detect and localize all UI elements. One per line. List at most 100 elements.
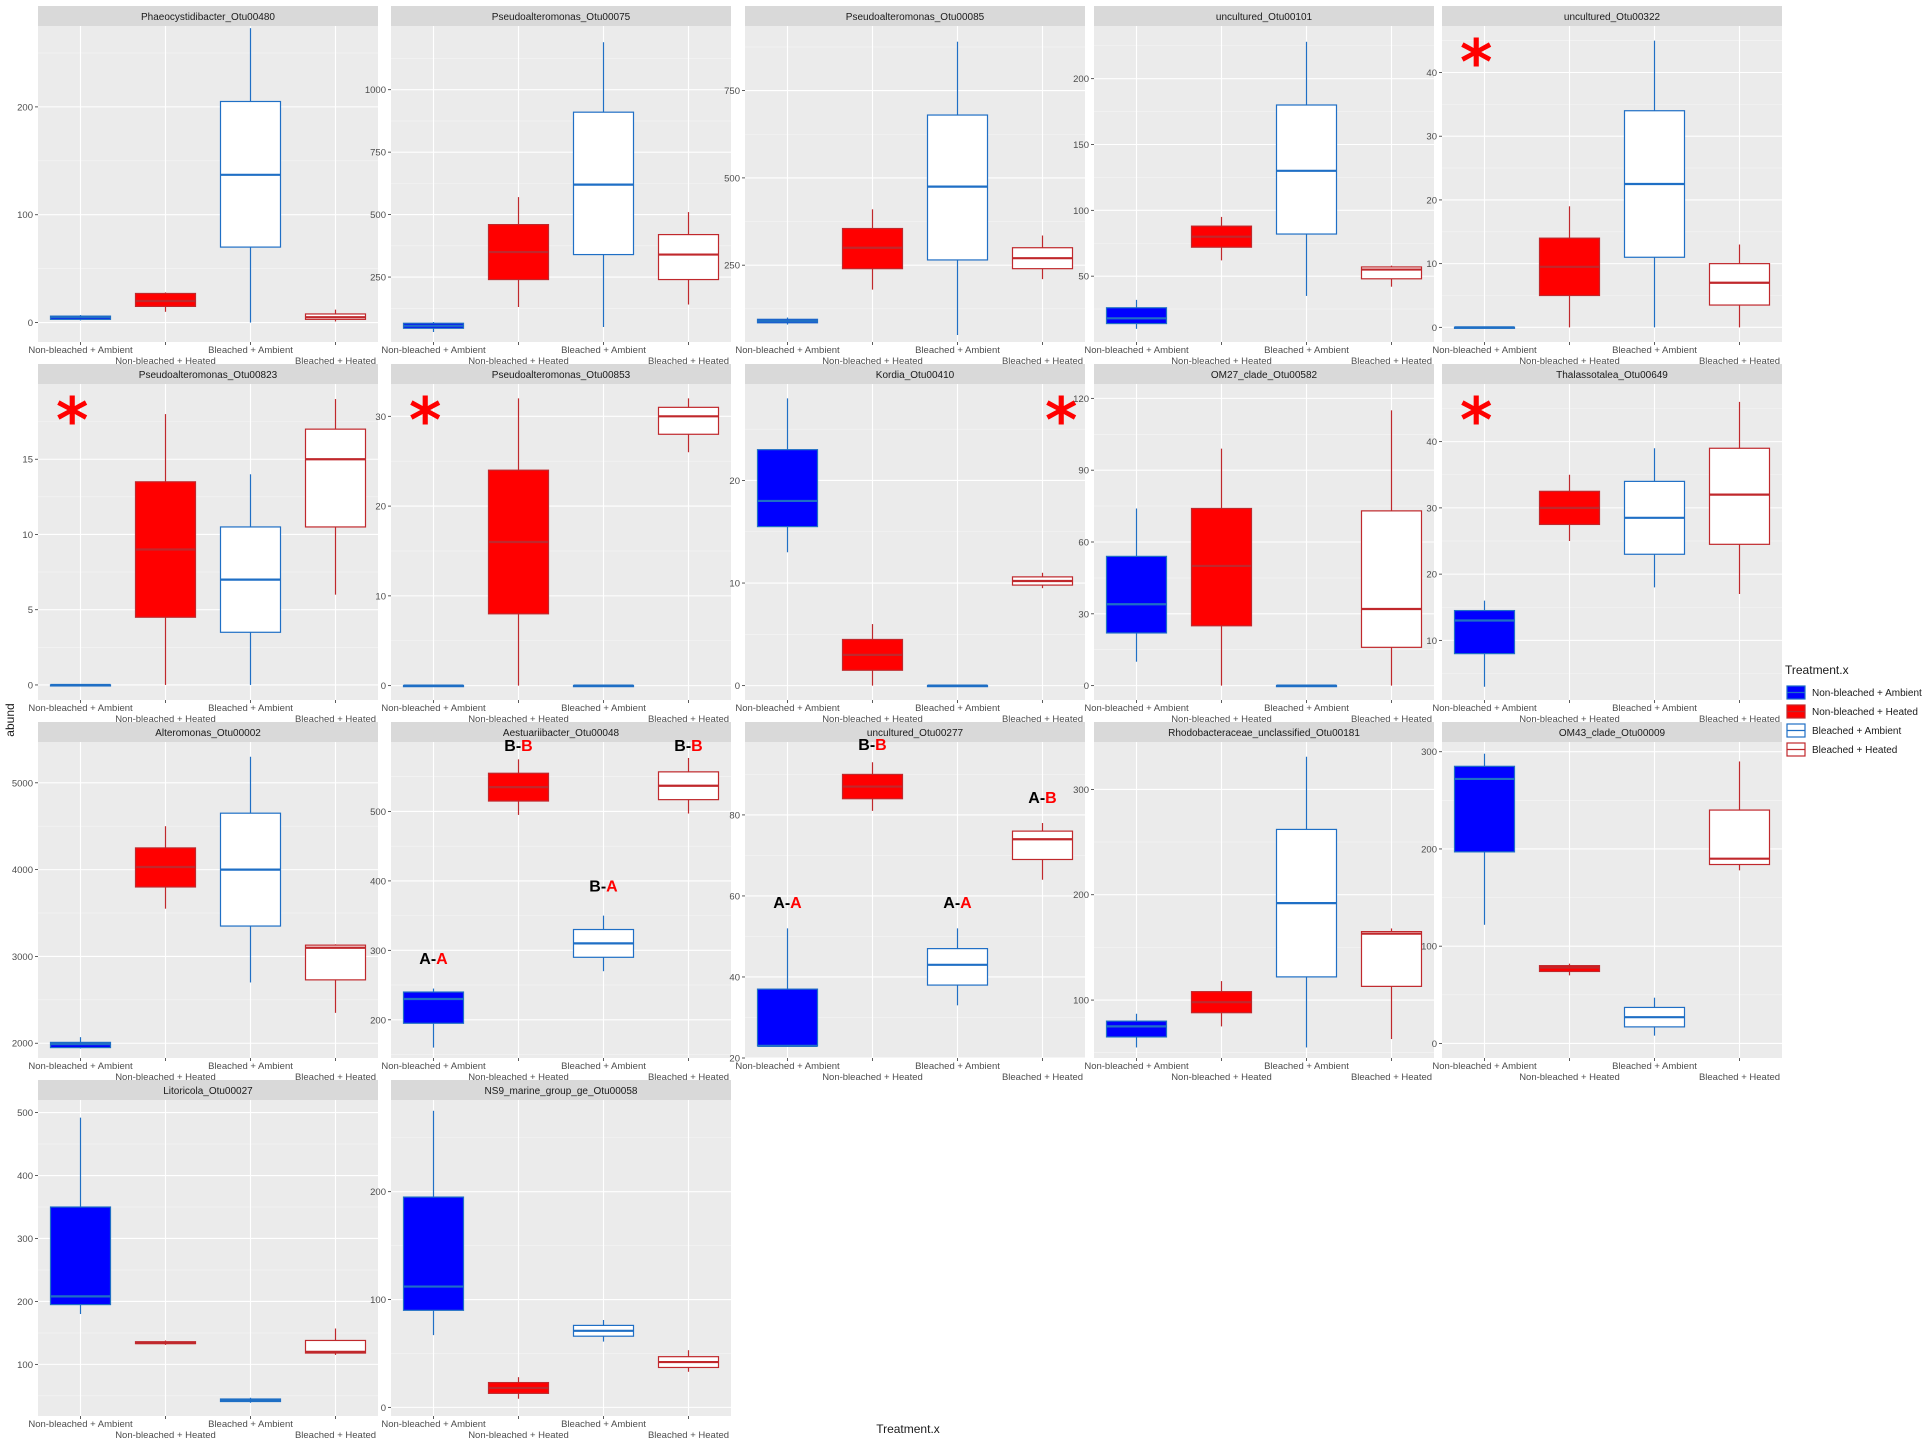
legend-label-non-bleached-heated: Non-bleached + Heated: [1812, 707, 1918, 718]
box-non-bleached-ambient: [402, 322, 465, 333]
x-tick-label: Bleached + Ambient: [1264, 345, 1349, 356]
facet-strip: [38, 364, 378, 384]
group-letters: B-B: [858, 737, 886, 754]
box-bleached-heated: [304, 1328, 367, 1355]
x-tick-label: Bleached + Heated: [295, 714, 376, 725]
box-body: [304, 428, 367, 528]
y-tick-label: 750: [724, 86, 740, 97]
box-bleached-heated: [657, 212, 720, 305]
y-tick-label: 120: [1073, 394, 1089, 405]
group-letters: B-A: [589, 878, 618, 895]
facet-title: Pseudoalteromonas_Otu00075: [492, 12, 631, 23]
box-non-bleached-heated: [1538, 474, 1601, 542]
x-tick-label: Non-bleached + Ambient: [1084, 703, 1189, 714]
facet-thalassotalea-otu00649: Thalassotalea_Otu00649 10 20 30 40 Non-bleach…: [1426, 364, 1782, 725]
panel-background: [38, 742, 378, 1058]
y-tick-label: 60: [729, 891, 740, 902]
box-body: [402, 991, 465, 1024]
panel-background: [391, 26, 731, 342]
group-letter: B-: [858, 737, 875, 754]
box-non-bleached-ambient: [756, 398, 819, 553]
box-non-bleached-ambient: [756, 317, 819, 325]
box-body: [1708, 809, 1771, 866]
x-tick-label: Non-bleached + Heated: [468, 1072, 569, 1083]
x-tick-label: Bleached + Ambient: [561, 703, 646, 714]
x-tick-label: Bleached + Heated: [1699, 1072, 1780, 1083]
box-body: [1105, 307, 1168, 325]
y-tick-label: 40: [1426, 68, 1437, 79]
box-bleached-ambient: [219, 1397, 282, 1403]
facet-strip: [391, 1080, 731, 1100]
box-bleached-heated: [304, 944, 367, 1013]
x-tick-label: Bleached + Ambient: [561, 345, 646, 356]
box-non-bleached-heated: [841, 762, 904, 811]
x-tick-label: Non-bleached + Heated: [468, 1430, 569, 1439]
legend-entry-bleached-ambient: Bleached + Ambient: [1786, 723, 1901, 738]
box-bleached-ambient: [1623, 448, 1686, 588]
x-tick-label: Non-bleached + Heated: [822, 714, 923, 725]
facet-uncultured-otu00277: uncultured_Otu00277 20 40 60 80 Non-bleached …: [729, 722, 1085, 1083]
legend-label-bleached-ambient: Bleached + Ambient: [1812, 726, 1901, 737]
panel-background: [391, 384, 731, 700]
y-tick-label: 300: [17, 1234, 33, 1245]
y-tick-label: 50: [1078, 272, 1089, 283]
facet-om27-clade-otu00582: OM27_clade_Otu00582 0 30 60 90 120 Non-bleache…: [1073, 364, 1434, 725]
x-tick-label: Bleached + Ambient: [915, 345, 1000, 356]
x-tick-label: Non-bleached + Ambient: [1084, 1061, 1189, 1072]
group-letter: B-: [504, 738, 521, 755]
box-body: [304, 944, 367, 981]
y-tick-label: 0: [381, 1403, 386, 1414]
group-letters: A-A: [943, 895, 972, 912]
x-tick-label: Bleached + Ambient: [1264, 703, 1349, 714]
x-tick-label: Bleached + Heated: [1002, 1072, 1083, 1083]
panel-background: [1094, 26, 1434, 342]
group-letter: B-: [674, 738, 691, 755]
group-letters: A-A: [773, 895, 802, 912]
box-bleached-heated: [1360, 928, 1423, 1040]
facet-title: uncultured_Otu00277: [867, 728, 964, 739]
box-bleached-heated: [1011, 572, 1074, 589]
x-tick-label: Non-bleached + Ambient: [1084, 345, 1189, 356]
box-non-bleached-heated: [134, 414, 197, 685]
y-tick-label: 30: [1078, 609, 1089, 620]
significance-asterisk: *: [1045, 384, 1077, 457]
facet-title: Pseudoalteromonas_Otu00823: [139, 370, 278, 381]
y-tick-label: 300: [1073, 785, 1089, 796]
facet-rhodobacteraceae-unclassified-otu00181: Rhodobacteraceae_unclassified_Otu00181 10…: [1073, 722, 1434, 1083]
y-tick-label: 10: [729, 579, 740, 590]
group-letter: A-: [1028, 790, 1045, 807]
box-body: [402, 1196, 465, 1311]
y-tick-label: 200: [17, 102, 33, 113]
box-non-bleached-heated: [1190, 981, 1253, 1027]
y-tick-label: 15: [22, 455, 33, 466]
x-tick-label: Bleached + Heated: [295, 1430, 376, 1439]
facet-strip: [391, 364, 731, 384]
x-tick-label: Bleached + Heated: [1351, 714, 1432, 725]
facet-uncultured-otu00322: uncultured_Otu00322 0 10 20 30 40 Non-bleached…: [1426, 6, 1782, 367]
x-tick-label: Bleached + Ambient: [208, 703, 293, 714]
box-non-bleached-ambient: [1453, 326, 1516, 329]
facet-strip: [1442, 722, 1782, 742]
group-letters: B-B: [674, 738, 702, 755]
box-bleached-heated: [657, 1350, 720, 1372]
facet-ns9-marine-group-ge-otu00058: NS9_marine_group_ge_Otu00058 0 100 200 Non-b…: [370, 1080, 731, 1439]
box-non-bleached-heated: [487, 1377, 550, 1399]
x-tick-label: Bleached + Ambient: [208, 1061, 293, 1072]
y-tick-label: 0: [1084, 681, 1089, 692]
facet-title: uncultured_Otu00322: [1564, 12, 1661, 23]
box-body: [1105, 555, 1168, 634]
facet-title: Pseudoalteromonas_Otu00085: [846, 12, 985, 23]
x-tick-label: Non-bleached + Heated: [1171, 1072, 1272, 1083]
y-tick-label: 150: [1073, 140, 1089, 151]
box-non-bleached-ambient: [402, 684, 465, 688]
box-bleached-heated: [304, 309, 367, 322]
box-non-bleached-ambient: [1105, 299, 1168, 329]
box-non-bleached-ambient: [1105, 1013, 1168, 1048]
facet-strip: [1442, 364, 1782, 384]
x-tick-label: Non-bleached + Heated: [1171, 356, 1272, 367]
y-tick-label: 90: [1078, 466, 1089, 477]
box-bleached-ambient: [1275, 684, 1338, 688]
facet-alteromonas-otu00002: Alteromonas_Otu00002 2000 3000 4000 5000 Non-…: [12, 722, 378, 1083]
facet-title: Alteromonas_Otu00002: [155, 728, 261, 739]
box-bleached-ambient: [219, 474, 282, 685]
